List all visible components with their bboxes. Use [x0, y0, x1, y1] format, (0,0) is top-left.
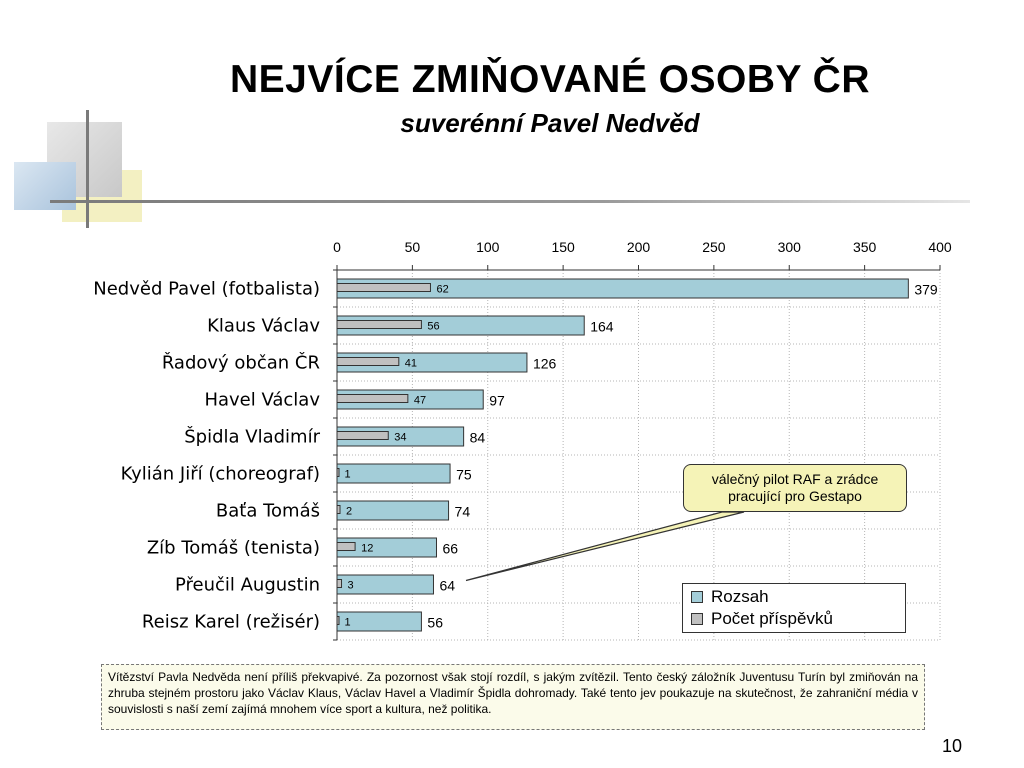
- decor-line-vertical: [86, 110, 89, 228]
- page-subtitle: suverénní Pavel Nedvěd: [400, 108, 700, 138]
- data-label-rozsah: 75: [456, 467, 472, 483]
- data-label-pocet: 1: [345, 617, 351, 629]
- data-label-pocet: 56: [427, 321, 439, 333]
- data-label-rozsah: 56: [427, 615, 443, 631]
- data-label-pocet: 41: [405, 358, 417, 370]
- data-label-pocet: 2: [346, 506, 352, 518]
- page-number: 10: [941, 736, 962, 756]
- data-label-rozsah: 126: [533, 356, 557, 372]
- data-label-rozsah: 74: [455, 504, 471, 520]
- x-tick-label: 350: [853, 239, 877, 255]
- page-title: NEJVÍCE ZMIŇOVANÉ OSOBY ČR: [230, 58, 870, 101]
- x-tick-label: 300: [778, 239, 802, 255]
- data-label-rozsah: 379: [914, 282, 938, 298]
- category-label: Baťa Tomáš: [216, 501, 320, 522]
- legend-item-rozsah: Rozsah: [691, 587, 769, 607]
- data-label-pocet: 3: [348, 580, 354, 592]
- data-label-pocet: 1: [345, 469, 351, 481]
- bar-pocet: [336, 394, 409, 403]
- data-label-rozsah: 66: [442, 541, 458, 557]
- category-label: Kylián Jiří (choreograf): [121, 464, 320, 485]
- data-label-rozsah: 64: [439, 578, 455, 594]
- legend-item-pocet: Počet příspěvků: [691, 609, 833, 629]
- x-tick-label: 100: [476, 239, 500, 255]
- x-tick-label: 50: [405, 239, 421, 255]
- data-label-rozsah: 97: [489, 393, 505, 409]
- category-label: Řadový občan ČR: [162, 352, 320, 374]
- callout-pointer: [465, 511, 745, 582]
- bar-pocet: [336, 320, 422, 329]
- bar-pocet: [336, 357, 400, 366]
- annotation-callout: válečný pilot RAF a zrádce pracující pro…: [683, 464, 907, 512]
- data-label-pocet: 62: [436, 284, 448, 296]
- category-label: Nedvěd Pavel (fotbalista): [93, 279, 320, 300]
- data-label-pocet: 12: [361, 543, 373, 555]
- x-tick-label: 250: [702, 239, 726, 255]
- commentary-box: Vítězství Pavla Nedvěda není příliš přek…: [101, 664, 925, 730]
- category-label: Špidla Vladimír: [184, 426, 320, 448]
- x-tick-label: 150: [551, 239, 575, 255]
- bar-pocet: [336, 579, 343, 588]
- bar-pocet: [336, 283, 431, 292]
- data-label-pocet: 34: [394, 432, 406, 444]
- legend-swatch-rozsah: [691, 591, 703, 603]
- bar-pocet: [336, 542, 356, 551]
- bar-chart: 0 50 100 150 200 250 300 350 400 Nedvěd Pavel (fo…: [93, 239, 952, 641]
- bar-pocet: [336, 431, 389, 440]
- data-label-rozsah: 164: [590, 319, 614, 335]
- data-label-pocet: 47: [414, 395, 426, 407]
- category-label: Klaus Václav: [207, 316, 320, 337]
- category-label: Havel Václav: [204, 390, 320, 411]
- bar-pocet: [336, 505, 341, 514]
- x-tick-label: 0: [333, 239, 341, 255]
- category-label: Reisz Karel (režisér): [142, 612, 320, 633]
- bar-rozsah: [336, 500, 450, 521]
- bar-pocet: [336, 616, 340, 625]
- x-tick-label: 400: [928, 239, 952, 255]
- category-label: Přeučil Augustin: [175, 575, 320, 596]
- data-label-rozsah: 84: [470, 430, 486, 446]
- legend-swatch-pocet: [691, 613, 703, 625]
- category-label: Zíb Tomáš (tenista): [147, 538, 320, 559]
- x-tick-label: 200: [627, 239, 651, 255]
- bar-rozsah: [336, 463, 451, 484]
- decor-line-horizontal: [50, 200, 970, 203]
- legend-label-pocet: Počet příspěvků: [711, 609, 833, 628]
- annotation-callout-text: válečný pilot RAF a zrádce pracující pro…: [711, 471, 879, 504]
- legend-label-rozsah: Rozsah: [711, 587, 769, 606]
- chart-legend: Rozsah Počet příspěvků: [682, 583, 906, 633]
- bar-pocet: [336, 468, 340, 477]
